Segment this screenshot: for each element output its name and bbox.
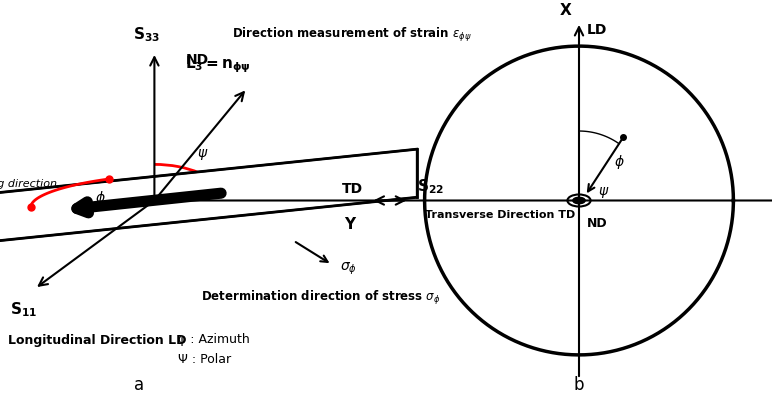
Text: $\mathbf{S_{22}}$: $\mathbf{S_{22}}$ [417, 178, 444, 196]
Text: Determination direction of stress $\sigma_\phi$: Determination direction of stress $\sigm… [201, 289, 440, 307]
Text: Longitudinal Direction LD: Longitudinal Direction LD [8, 334, 186, 347]
Text: Direction measurement of strain $\varepsilon_{\phi\psi}$: Direction measurement of strain $\vareps… [232, 26, 471, 44]
Text: $\psi$: $\psi$ [598, 185, 610, 200]
Text: $\mathbf{S_{33}}$: $\mathbf{S_{33}}$ [133, 25, 161, 44]
Text: Y: Y [344, 217, 355, 231]
Text: $\psi$: $\psi$ [197, 147, 208, 162]
Text: LD: LD [587, 23, 607, 37]
Text: $\mathbf{L_3 = n_{\phi\psi}}$: $\mathbf{L_3 = n_{\phi\psi}}$ [185, 54, 251, 75]
Text: Welding direction: Welding direction [0, 180, 56, 189]
Text: $\mathbf{S_{11}}$: $\mathbf{S_{11}}$ [9, 301, 37, 320]
Text: b: b [574, 376, 584, 394]
Text: $\phi$: $\phi$ [614, 154, 625, 171]
Text: Transverse Direction TD: Transverse Direction TD [425, 210, 575, 219]
Polygon shape [0, 149, 417, 242]
Text: a: a [134, 376, 144, 394]
Text: TD: TD [342, 182, 363, 196]
Text: X: X [560, 3, 571, 18]
Text: φ : Azimuth: φ : Azimuth [178, 333, 249, 346]
Text: ND: ND [587, 217, 608, 229]
Text: $\sigma_\phi$: $\sigma_\phi$ [340, 261, 357, 277]
Text: $\phi$: $\phi$ [95, 190, 106, 207]
Circle shape [573, 197, 585, 204]
Text: Ψ : Polar: Ψ : Polar [178, 353, 231, 366]
Text: ND: ND [185, 53, 208, 67]
